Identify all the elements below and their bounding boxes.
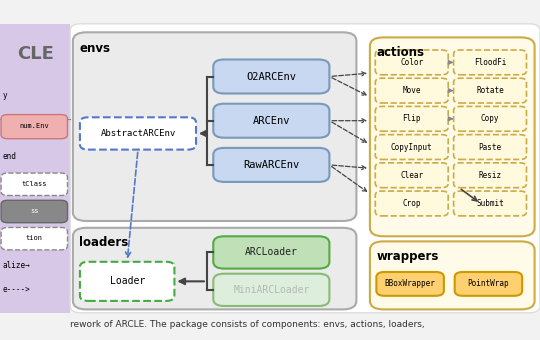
Text: O2ARCEnv: O2ARCEnv xyxy=(246,71,296,82)
FancyBboxPatch shape xyxy=(454,78,526,103)
Text: loaders: loaders xyxy=(79,236,129,249)
Text: PointWrap: PointWrap xyxy=(468,279,509,288)
Text: ARCLoader: ARCLoader xyxy=(245,248,298,257)
FancyBboxPatch shape xyxy=(213,104,329,138)
FancyBboxPatch shape xyxy=(73,228,356,309)
Text: y: y xyxy=(3,91,8,100)
Text: CopyInput: CopyInput xyxy=(391,142,433,152)
Text: Color: Color xyxy=(400,58,423,67)
FancyBboxPatch shape xyxy=(80,117,196,150)
Text: FloodFi: FloodFi xyxy=(474,58,506,67)
FancyBboxPatch shape xyxy=(376,272,444,296)
Text: num.Env: num.Env xyxy=(19,123,49,129)
Text: BBoxWrapper: BBoxWrapper xyxy=(384,279,436,288)
FancyBboxPatch shape xyxy=(213,274,329,306)
FancyBboxPatch shape xyxy=(213,236,329,269)
FancyBboxPatch shape xyxy=(375,50,448,75)
FancyBboxPatch shape xyxy=(375,191,448,216)
Text: ARCEnv: ARCEnv xyxy=(253,116,290,126)
FancyBboxPatch shape xyxy=(454,191,526,216)
Text: tion: tion xyxy=(26,235,43,241)
Text: Rotate: Rotate xyxy=(476,86,504,95)
FancyBboxPatch shape xyxy=(375,163,448,188)
Text: AbstractARCEnv: AbstractARCEnv xyxy=(100,129,176,138)
Text: end: end xyxy=(3,152,17,161)
FancyBboxPatch shape xyxy=(213,148,329,182)
FancyBboxPatch shape xyxy=(375,78,448,103)
Text: CLE: CLE xyxy=(17,46,53,63)
Text: MiniARCLoader: MiniARCLoader xyxy=(233,285,309,295)
Text: alize→: alize→ xyxy=(3,261,30,270)
FancyBboxPatch shape xyxy=(454,135,526,159)
Text: RawARCEnv: RawARCEnv xyxy=(243,160,300,170)
Text: Submit: Submit xyxy=(476,199,504,208)
Text: tClass: tClass xyxy=(22,181,47,187)
FancyBboxPatch shape xyxy=(375,106,448,131)
Text: Copy: Copy xyxy=(481,114,500,123)
Text: Crop: Crop xyxy=(402,199,421,208)
Text: Paste: Paste xyxy=(478,142,502,152)
FancyBboxPatch shape xyxy=(1,227,68,250)
Bar xyxy=(0,24,70,313)
Text: ss: ss xyxy=(30,208,38,214)
Text: Resiz: Resiz xyxy=(478,171,502,180)
FancyBboxPatch shape xyxy=(455,272,522,296)
FancyBboxPatch shape xyxy=(370,37,535,236)
FancyBboxPatch shape xyxy=(375,135,448,159)
Text: Move: Move xyxy=(402,86,421,95)
FancyBboxPatch shape xyxy=(1,173,68,196)
FancyBboxPatch shape xyxy=(454,163,526,188)
Text: Flip: Flip xyxy=(402,114,421,123)
Text: wrappers: wrappers xyxy=(376,250,439,263)
FancyBboxPatch shape xyxy=(370,241,535,309)
FancyBboxPatch shape xyxy=(454,50,526,75)
Text: actions: actions xyxy=(376,46,424,59)
FancyBboxPatch shape xyxy=(1,115,68,139)
FancyBboxPatch shape xyxy=(70,24,540,313)
Text: Loader: Loader xyxy=(110,276,145,286)
FancyBboxPatch shape xyxy=(454,106,526,131)
FancyBboxPatch shape xyxy=(80,262,174,301)
Text: rework of ARCLE. The package consists of components: envs, actions, loaders,: rework of ARCLE. The package consists of… xyxy=(70,320,425,329)
FancyBboxPatch shape xyxy=(213,59,329,94)
Text: envs: envs xyxy=(79,42,110,55)
FancyBboxPatch shape xyxy=(1,200,68,223)
Text: Clear: Clear xyxy=(400,171,423,180)
Text: e---->: e----> xyxy=(3,285,30,293)
FancyBboxPatch shape xyxy=(73,32,356,221)
